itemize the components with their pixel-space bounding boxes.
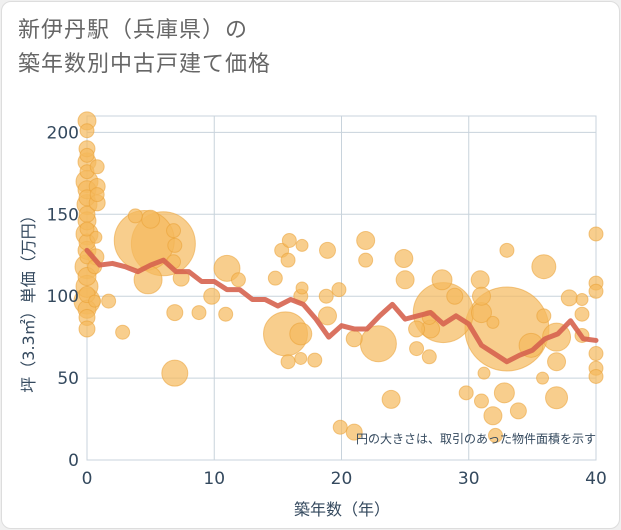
y-tick-label: 100 — [47, 287, 79, 307]
data-bubble — [394, 249, 414, 269]
data-bubble — [267, 270, 283, 286]
x-tick-label: 30 — [458, 469, 480, 489]
average-line — [84, 247, 599, 365]
data-bubble — [588, 368, 604, 384]
data-bubble — [331, 282, 347, 298]
data-bubble — [487, 427, 503, 443]
data-bubble — [289, 322, 313, 346]
data-bubble — [294, 351, 308, 365]
data-bubble — [89, 230, 103, 244]
data-bubble — [319, 241, 337, 259]
y-tick-label: 150 — [47, 205, 79, 225]
data-bubble — [421, 349, 437, 365]
data-bubble — [473, 393, 489, 409]
x-tick-label: 0 — [82, 469, 93, 489]
y-tick-label: 50 — [57, 369, 79, 389]
data-bubble — [89, 187, 105, 203]
y-tick-label: 0 — [68, 451, 79, 471]
data-bubble — [295, 238, 309, 252]
data-bubble — [280, 354, 296, 370]
data-bubble — [191, 305, 207, 321]
data-bubble — [318, 306, 338, 326]
data-bubble — [409, 341, 425, 357]
y-tick-label: 200 — [47, 123, 79, 143]
data-bubble — [395, 270, 415, 290]
bubble-series — [73, 111, 604, 443]
size-annotation: 円の大きさは、取引のあった物件面積を示す — [356, 431, 596, 446]
data-bubble — [483, 406, 503, 426]
data-bubble — [574, 306, 590, 322]
data-bubble — [470, 270, 490, 290]
data-bubble — [295, 281, 309, 295]
data-bubble — [88, 294, 102, 308]
data-bubble — [230, 272, 246, 288]
data-bubble — [560, 289, 578, 307]
data-bubble — [458, 385, 474, 401]
data-bubble — [509, 402, 527, 420]
data-bubble — [588, 226, 604, 242]
data-bubble — [280, 252, 296, 268]
data-bubble — [345, 423, 363, 441]
x-tick-label: 40 — [585, 469, 607, 489]
data-bubble — [166, 304, 184, 322]
x-tick-label: 20 — [331, 469, 353, 489]
data-bubble — [471, 286, 491, 306]
average-line-group — [84, 247, 599, 365]
data-bubble — [486, 315, 500, 329]
axis-ticks: 0 10 20 30 40 0 50 100 150 200 — [47, 123, 607, 489]
chart-title: 新伊丹駅（兵庫県）の 築年数別中古戸建て価格 — [18, 14, 271, 82]
data-bubble — [101, 293, 117, 309]
x-axis-label: 築年数（年） — [294, 500, 390, 519]
data-bubble — [575, 292, 589, 306]
x-tick-label: 10 — [203, 469, 225, 489]
data-bubble — [115, 324, 131, 340]
data-bubble — [588, 283, 604, 299]
data-bubble — [381, 389, 401, 409]
data-bubble — [332, 419, 348, 435]
data-bubble — [203, 287, 221, 305]
data-bubble — [545, 386, 569, 410]
data-bubble — [318, 288, 334, 304]
data-bubble — [79, 123, 95, 139]
data-bubble — [446, 287, 464, 305]
data-bubble — [79, 147, 95, 163]
data-bubble — [588, 346, 604, 362]
data-bubble — [547, 352, 567, 372]
grid-lines — [86, 115, 597, 461]
data-bubble — [78, 320, 96, 338]
data-bubble — [345, 330, 363, 348]
data-bubble — [166, 223, 182, 239]
data-bubble — [431, 269, 453, 291]
data-bubble — [141, 209, 161, 229]
data-bubble — [358, 252, 374, 268]
title-line-1: 新伊丹駅（兵庫県）の — [18, 18, 249, 43]
data-bubble — [499, 242, 515, 258]
data-bubble — [536, 371, 550, 385]
data-bubble — [536, 308, 552, 324]
data-bubble — [307, 352, 323, 368]
data-bubble — [218, 306, 234, 322]
data-bubble — [281, 232, 297, 248]
y-axis-label: 坪（3.3㎡）単価（万円） — [19, 207, 38, 392]
data-bubble — [493, 382, 515, 404]
title-line-2: 築年数別中古戸建て価格 — [18, 52, 272, 77]
data-bubble — [89, 159, 105, 175]
data-bubble — [167, 237, 183, 253]
data-bubble — [161, 359, 189, 387]
data-bubble — [477, 366, 491, 380]
data-bubble — [79, 221, 95, 237]
data-bubble — [408, 320, 426, 338]
data-bubble — [356, 230, 376, 250]
data-bubble — [127, 208, 143, 224]
data-bubble — [531, 254, 557, 280]
